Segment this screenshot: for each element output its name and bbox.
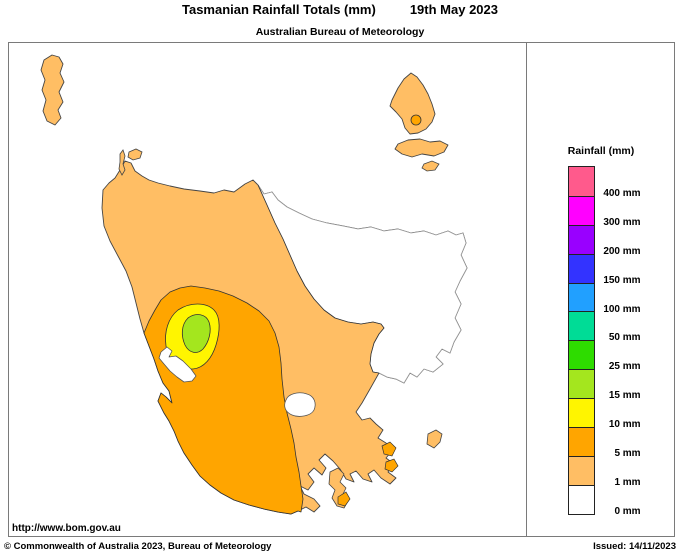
- legend-label-0mm: 0 mm: [614, 505, 641, 517]
- cape-barren-island: [394, 138, 449, 158]
- bruny-rain-patch-5mm: [337, 491, 351, 507]
- page-header: Tasmanian Rainfall Totals (mm) 19th May 2…: [0, 2, 680, 17]
- legend-label-1mm: 1 mm: [614, 476, 641, 488]
- tasman-rain-patch-5mm: [381, 441, 397, 457]
- legend-swatch-400mm: [569, 167, 594, 196]
- legend-label-200mm: 200 mm: [603, 245, 641, 257]
- legend-title: Rainfall (mm): [567, 145, 635, 157]
- legend-swatch-10mm: [569, 398, 594, 428]
- flinders-rain-spot-5mm: [410, 114, 422, 126]
- legend-swatch-150mm: [569, 253, 594, 283]
- legend-label-100mm: 100 mm: [603, 303, 641, 315]
- legend-label-50mm: 50 mm: [608, 332, 641, 344]
- legend-swatch-0mm: [569, 484, 594, 514]
- contour-1mm: [257, 184, 385, 374]
- flinders-island: [389, 72, 436, 135]
- bom-url-label: http://www.bom.gov.au: [12, 523, 121, 534]
- legend-label-10mm: 10 mm: [608, 419, 641, 431]
- legend-swatch-15mm: [569, 369, 594, 399]
- legend-label-25mm: 25 mm: [608, 361, 641, 373]
- legend-label-400mm: 400 mm: [603, 187, 641, 199]
- legend-swatches: [568, 166, 595, 515]
- legend-swatch-50mm: [569, 311, 594, 341]
- map-date: 19th May 2023: [409, 2, 498, 17]
- maria-island: [426, 429, 443, 449]
- three-hummock-island: [127, 148, 143, 161]
- king-island: [40, 54, 65, 126]
- legend-swatch-300mm: [569, 195, 594, 225]
- legend-label-150mm: 150 mm: [603, 274, 641, 286]
- page-title: Tasmanian Rainfall Totals (mm): [181, 2, 376, 17]
- tasman-rain-patch2-5mm: [384, 458, 399, 473]
- macquarie-harbour: [158, 346, 197, 383]
- legend-label-300mm: 300 mm: [603, 216, 641, 228]
- legend-swatch-1mm: [569, 455, 594, 485]
- tasmania-rainfall-map: [40, 54, 468, 515]
- clarke-island: [421, 160, 440, 172]
- legend-label-5mm: 5 mm: [614, 448, 641, 459]
- legend-divider: [526, 42, 527, 537]
- legend-label-15mm: 15 mm: [608, 390, 641, 402]
- legend-swatch-25mm: [569, 340, 594, 370]
- hunter-island: [118, 149, 126, 176]
- page-subtitle: Australian Bureau of Meteorology: [255, 26, 425, 38]
- legend-swatch-100mm: [569, 282, 594, 312]
- great-lake: [284, 392, 316, 417]
- map-frame: [8, 42, 675, 537]
- legend-swatch-200mm: [569, 224, 594, 254]
- copyright-notice: © Commonwealth of Australia 2023, Bureau…: [4, 541, 272, 552]
- rain-region-15mm: [181, 314, 211, 353]
- issued-date: Issued: 14/11/2023: [593, 541, 676, 552]
- legend-swatch-5mm: [569, 427, 594, 456]
